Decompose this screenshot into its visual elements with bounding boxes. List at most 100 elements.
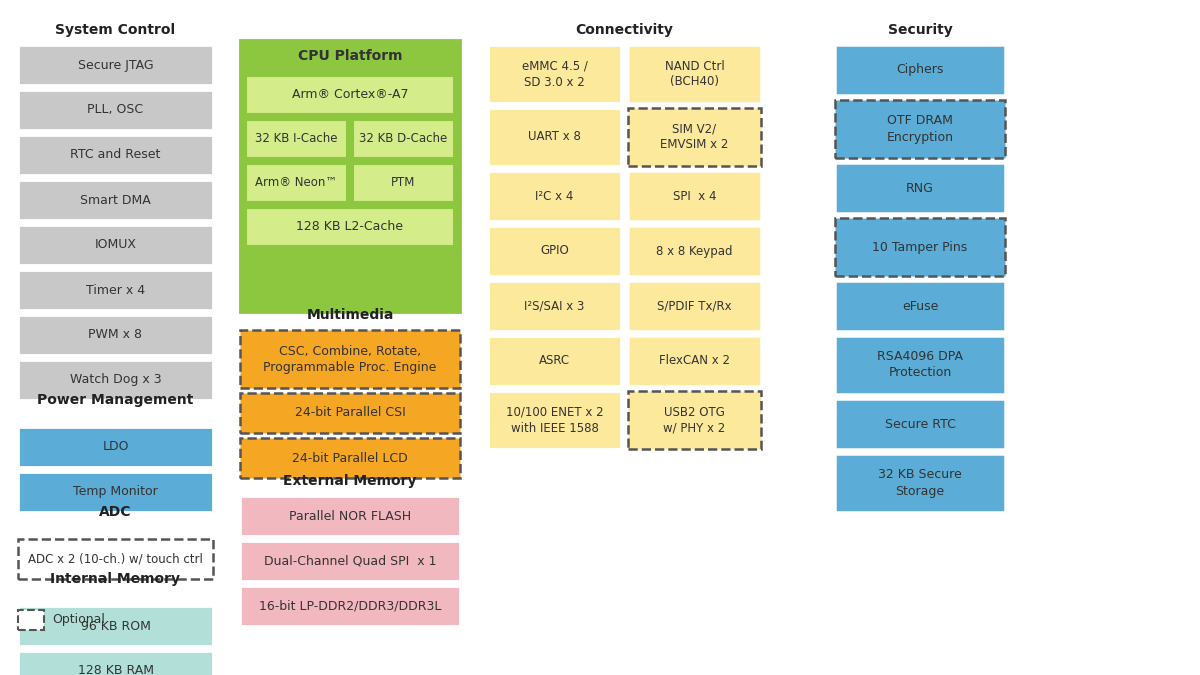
FancyBboxPatch shape	[835, 163, 1006, 213]
Text: Temp Monitor: Temp Monitor	[73, 485, 158, 499]
Text: 128 KB RAM: 128 KB RAM	[78, 664, 154, 675]
Text: System Control: System Control	[55, 23, 175, 37]
Text: Multimedia: Multimedia	[306, 308, 394, 322]
Text: PLL, OSC: PLL, OSC	[88, 103, 144, 117]
Text: 24-bit Parallel LCD: 24-bit Parallel LCD	[292, 452, 408, 464]
FancyBboxPatch shape	[488, 108, 622, 166]
FancyBboxPatch shape	[18, 606, 214, 646]
Text: RNG: RNG	[906, 182, 934, 194]
FancyBboxPatch shape	[18, 270, 214, 310]
FancyBboxPatch shape	[353, 164, 454, 202]
FancyBboxPatch shape	[628, 171, 761, 221]
Text: USB2 OTG
w/ PHY x 2: USB2 OTG w/ PHY x 2	[664, 406, 726, 435]
FancyBboxPatch shape	[240, 393, 460, 433]
Text: Arm® Cortex®-A7: Arm® Cortex®-A7	[292, 88, 408, 101]
Text: 128 KB L2-Cache: 128 KB L2-Cache	[296, 221, 403, 234]
Text: eMMC 4.5 /
SD 3.0 x 2: eMMC 4.5 / SD 3.0 x 2	[522, 59, 588, 88]
Text: I²C x 4: I²C x 4	[535, 190, 574, 202]
Text: Parallel NOR FLASH: Parallel NOR FLASH	[289, 510, 412, 522]
FancyBboxPatch shape	[353, 120, 454, 158]
Text: OTF DRAM
Encryption: OTF DRAM Encryption	[887, 115, 954, 144]
FancyBboxPatch shape	[18, 539, 214, 579]
Text: CPU Platform: CPU Platform	[298, 49, 402, 63]
Text: ADC x 2 (10-ch.) w/ touch ctrl: ADC x 2 (10-ch.) w/ touch ctrl	[28, 553, 203, 566]
FancyBboxPatch shape	[18, 135, 214, 175]
Text: 32 KB Secure
Storage: 32 KB Secure Storage	[878, 468, 962, 497]
FancyBboxPatch shape	[628, 226, 761, 276]
Text: Power Management: Power Management	[37, 393, 193, 407]
Text: Security: Security	[888, 23, 953, 37]
FancyBboxPatch shape	[488, 226, 622, 276]
FancyBboxPatch shape	[18, 651, 214, 675]
Text: Internal Memory: Internal Memory	[50, 572, 180, 586]
FancyBboxPatch shape	[628, 45, 761, 103]
FancyBboxPatch shape	[488, 45, 622, 103]
Text: Watch Dog x 3: Watch Dog x 3	[70, 373, 161, 387]
Text: External Memory: External Memory	[283, 474, 416, 488]
FancyBboxPatch shape	[240, 496, 460, 536]
FancyBboxPatch shape	[628, 108, 761, 166]
Text: IOMUX: IOMUX	[95, 238, 137, 252]
FancyBboxPatch shape	[240, 40, 460, 312]
Text: PTM: PTM	[391, 176, 415, 190]
Text: 8 x 8 Keypad: 8 x 8 Keypad	[656, 244, 733, 257]
Text: CSC, Combine, Rotate,
Programmable Proc. Engine: CSC, Combine, Rotate, Programmable Proc.…	[263, 344, 437, 373]
FancyBboxPatch shape	[240, 438, 460, 478]
Text: S/PDIF Tx/Rx: S/PDIF Tx/Rx	[658, 300, 732, 313]
Text: Smart DMA: Smart DMA	[80, 194, 151, 207]
FancyBboxPatch shape	[488, 281, 622, 331]
Text: Secure RTC: Secure RTC	[884, 418, 955, 431]
Text: 32 KB I-Cache: 32 KB I-Cache	[256, 132, 337, 146]
FancyBboxPatch shape	[18, 360, 214, 400]
Text: LDO: LDO	[102, 441, 128, 454]
Text: ADC: ADC	[100, 505, 132, 519]
Text: Optional: Optional	[52, 614, 104, 626]
FancyBboxPatch shape	[628, 391, 761, 449]
Text: 16-bit LP-DDR2/DDR3/DDR3L: 16-bit LP-DDR2/DDR3/DDR3L	[259, 599, 442, 612]
FancyBboxPatch shape	[18, 225, 214, 265]
FancyBboxPatch shape	[488, 336, 622, 386]
FancyBboxPatch shape	[835, 454, 1006, 512]
FancyBboxPatch shape	[246, 76, 454, 114]
FancyBboxPatch shape	[835, 399, 1006, 449]
FancyBboxPatch shape	[835, 218, 1006, 276]
Text: I²S/SAI x 3: I²S/SAI x 3	[524, 300, 584, 313]
Text: 24-bit Parallel CSI: 24-bit Parallel CSI	[295, 406, 406, 419]
FancyBboxPatch shape	[240, 541, 460, 581]
Text: FlexCAN x 2: FlexCAN x 2	[659, 354, 730, 367]
FancyBboxPatch shape	[240, 586, 460, 626]
FancyBboxPatch shape	[18, 315, 214, 355]
FancyBboxPatch shape	[18, 427, 214, 467]
FancyBboxPatch shape	[488, 391, 622, 449]
FancyBboxPatch shape	[246, 120, 347, 158]
Text: Dual-Channel Quad SPI  x 1: Dual-Channel Quad SPI x 1	[264, 554, 437, 568]
Text: SPI  x 4: SPI x 4	[673, 190, 716, 202]
Text: ASRC: ASRC	[539, 354, 570, 367]
FancyBboxPatch shape	[18, 610, 44, 630]
FancyBboxPatch shape	[488, 171, 622, 221]
Text: UART x 8: UART x 8	[528, 130, 581, 144]
Text: GPIO: GPIO	[540, 244, 569, 257]
Text: Connectivity: Connectivity	[576, 23, 673, 37]
Text: 96 KB ROM: 96 KB ROM	[80, 620, 150, 632]
Text: 10 Tamper Pins: 10 Tamper Pins	[872, 240, 967, 254]
Text: 32 KB D-Cache: 32 KB D-Cache	[359, 132, 448, 146]
Text: Secure JTAG: Secure JTAG	[78, 59, 154, 72]
FancyBboxPatch shape	[18, 90, 214, 130]
Text: Timer x 4: Timer x 4	[86, 284, 145, 296]
FancyBboxPatch shape	[246, 208, 454, 246]
Text: NAND Ctrl
(BCH40): NAND Ctrl (BCH40)	[665, 59, 725, 88]
Text: RTC and Reset: RTC and Reset	[71, 148, 161, 161]
FancyBboxPatch shape	[18, 45, 214, 85]
FancyBboxPatch shape	[628, 281, 761, 331]
Text: PWM x 8: PWM x 8	[89, 329, 143, 342]
Text: Ciphers: Ciphers	[896, 63, 943, 76]
Text: eFuse: eFuse	[902, 300, 938, 313]
Text: 10/100 ENET x 2
with IEEE 1588: 10/100 ENET x 2 with IEEE 1588	[505, 406, 604, 435]
FancyBboxPatch shape	[835, 45, 1006, 95]
FancyBboxPatch shape	[835, 100, 1006, 158]
FancyBboxPatch shape	[246, 164, 347, 202]
Text: SIM V2/
EMVSIM x 2: SIM V2/ EMVSIM x 2	[660, 122, 728, 151]
FancyBboxPatch shape	[18, 472, 214, 512]
Text: RSA4096 DPA
Protection: RSA4096 DPA Protection	[877, 350, 964, 379]
